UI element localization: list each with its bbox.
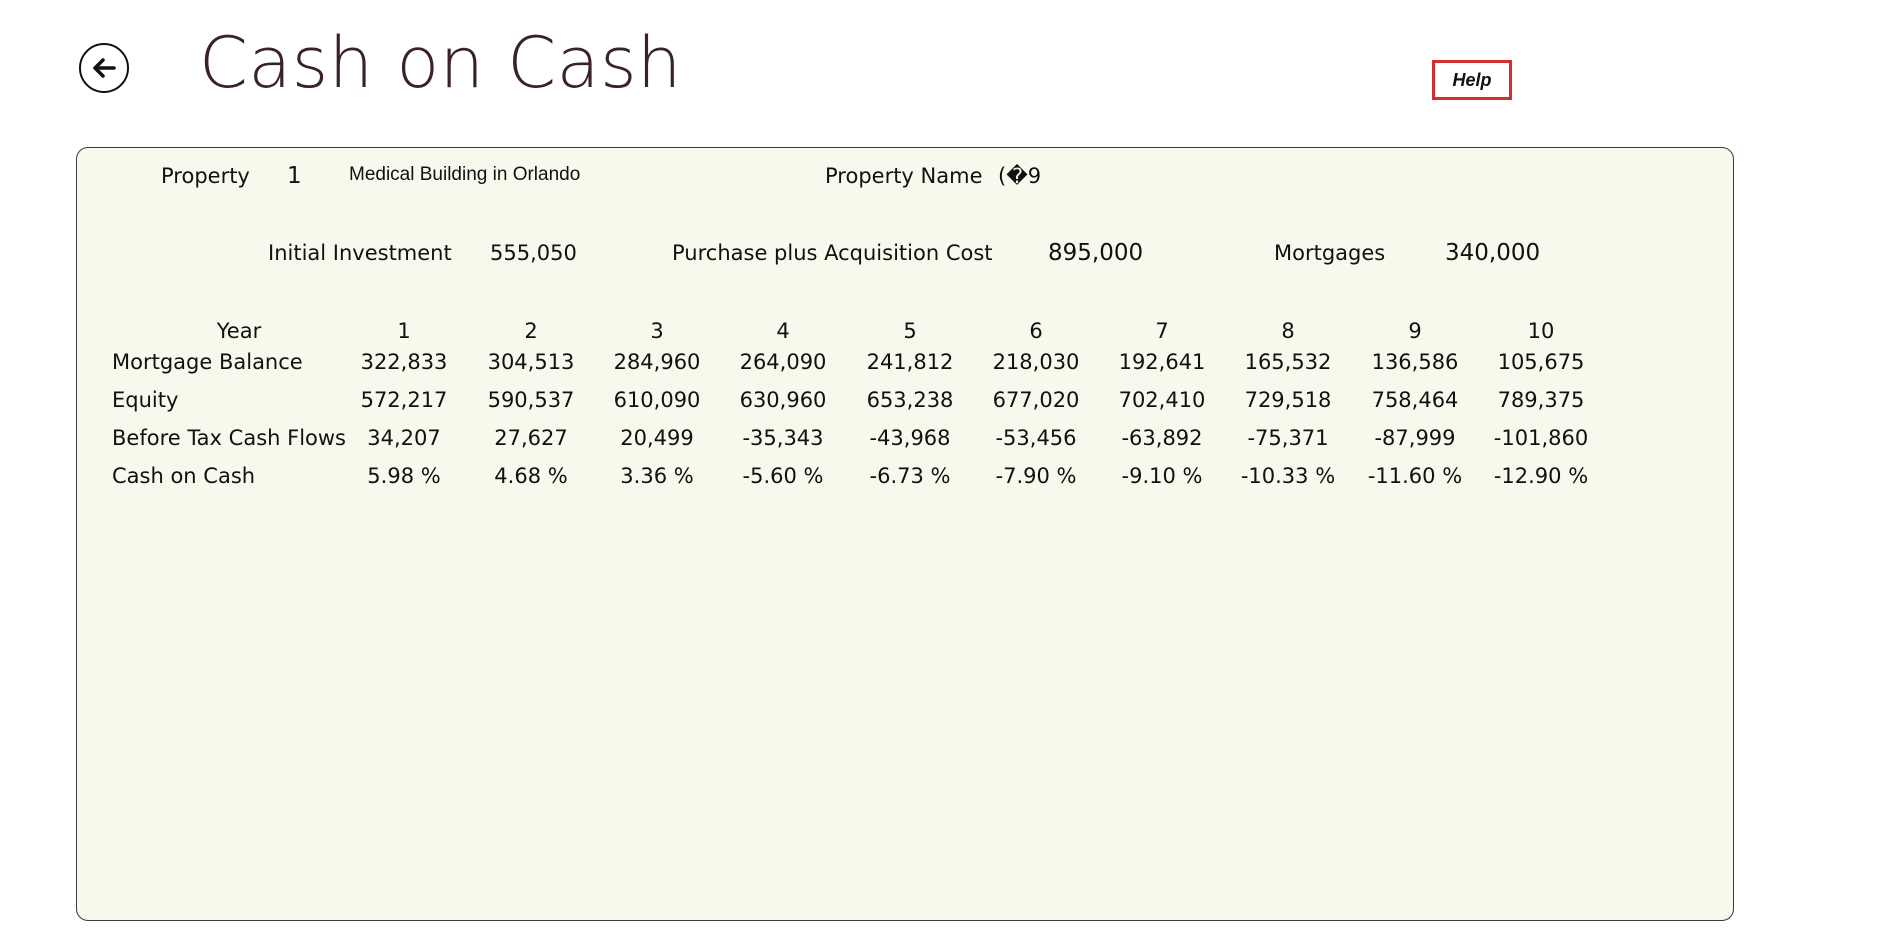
table-cell: 5.98 % xyxy=(367,464,441,488)
table-cell: 105,675 xyxy=(1497,350,1585,374)
property-name-label: Property Name xyxy=(825,164,983,188)
table-cell: 218,030 xyxy=(992,350,1080,374)
table-cell: 677,020 xyxy=(992,388,1080,412)
table-cell: -12.90 % xyxy=(1493,464,1589,488)
table-cell: 590,537 xyxy=(487,388,575,412)
back-button[interactable] xyxy=(79,43,129,93)
year-cell: 1 xyxy=(397,319,411,343)
table-cell: -5.60 % xyxy=(742,464,824,488)
year-header: Year xyxy=(216,319,262,343)
cash-on-cash-panel: Property 1 Medical Building in Orlando P… xyxy=(76,147,1734,921)
row-label: Before Tax Cash Flows xyxy=(112,426,346,450)
year-cell: 3 xyxy=(650,319,664,343)
year-cell: 5 xyxy=(903,319,917,343)
table-cell: 241,812 xyxy=(866,350,954,374)
table-cell: -6.73 % xyxy=(869,464,951,488)
initial-investment-label: Initial Investment xyxy=(268,241,452,265)
table-cell: -63,892 xyxy=(1121,426,1203,450)
property-number: 1 xyxy=(287,163,302,189)
table-cell: 3.36 % xyxy=(620,464,694,488)
table-cell: -35,343 xyxy=(742,426,824,450)
property-name-value: (�9 xyxy=(998,164,1042,188)
table-cell: -11.60 % xyxy=(1367,464,1463,488)
table-cell: 630,960 xyxy=(739,388,827,412)
row-label: Equity xyxy=(112,388,179,412)
table-cell: -87,999 xyxy=(1374,426,1456,450)
property-description: Medical Building in Orlando xyxy=(349,164,581,185)
table-cell: 729,518 xyxy=(1244,388,1332,412)
table-cell: 165,532 xyxy=(1244,350,1332,374)
table-cell: 610,090 xyxy=(613,388,701,412)
mortgages-value: 340,000 xyxy=(1445,240,1541,266)
table-cell: 789,375 xyxy=(1497,388,1585,412)
year-cell: 8 xyxy=(1281,319,1295,343)
year-cell: 7 xyxy=(1155,319,1169,343)
table-cell: -75,371 xyxy=(1247,426,1329,450)
table-cell: -7.90 % xyxy=(995,464,1077,488)
table-cell: -10.33 % xyxy=(1240,464,1336,488)
help-button[interactable]: Help xyxy=(1432,60,1512,100)
table-cell: 4.68 % xyxy=(494,464,568,488)
table-cell: -43,968 xyxy=(869,426,951,450)
table-cell: 27,627 xyxy=(494,426,568,450)
row-label: Cash on Cash xyxy=(112,464,256,488)
table-cell: -101,860 xyxy=(1493,426,1589,450)
year-cell: 6 xyxy=(1029,319,1043,343)
table-cell: 702,410 xyxy=(1118,388,1206,412)
table-cell: 20,499 xyxy=(620,426,694,450)
purchase-cost-label: Purchase plus Acquisition Cost xyxy=(672,241,993,265)
table-cell: 653,238 xyxy=(866,388,954,412)
table-cell: 304,513 xyxy=(487,350,575,374)
year-cell: 10 xyxy=(1527,319,1555,343)
table-cell: 284,960 xyxy=(613,350,701,374)
year-cell: 9 xyxy=(1408,319,1422,343)
mortgages-label: Mortgages xyxy=(1274,241,1386,265)
purchase-cost-value: 895,000 xyxy=(1048,240,1144,266)
table-cell: 34,207 xyxy=(367,426,441,450)
property-label: Property xyxy=(161,164,250,188)
table-cell: 572,217 xyxy=(360,388,448,412)
arrow-left-icon xyxy=(93,58,116,78)
initial-investment-value: 555,050 xyxy=(490,241,577,265)
row-label: Mortgage Balance xyxy=(112,350,303,374)
table-cell: -53,456 xyxy=(995,426,1077,450)
table-cell: 322,833 xyxy=(360,350,448,374)
year-cell: 4 xyxy=(776,319,790,343)
table-cell: 136,586 xyxy=(1371,350,1459,374)
table-cell: -9.10 % xyxy=(1121,464,1203,488)
table-cell: 264,090 xyxy=(739,350,827,374)
page-title: Cash on Cash xyxy=(199,22,682,104)
table-cell: 758,464 xyxy=(1371,388,1459,412)
table-cell: 192,641 xyxy=(1118,350,1206,374)
year-cell: 2 xyxy=(524,319,538,343)
